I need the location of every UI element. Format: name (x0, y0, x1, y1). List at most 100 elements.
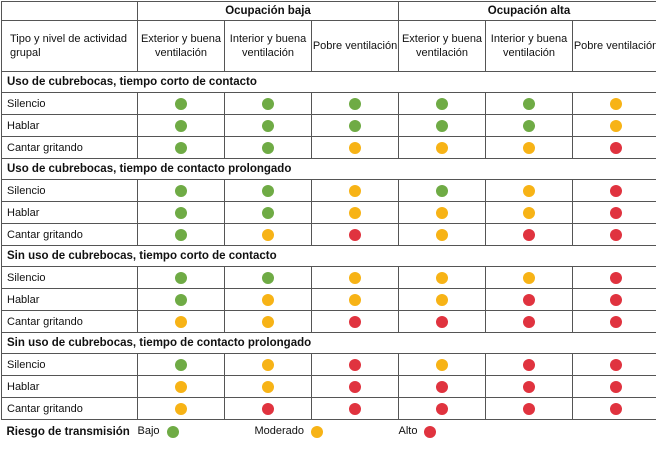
risk-dot-low-icon (262, 142, 274, 154)
risk-cell (486, 267, 573, 289)
risk-cell (312, 354, 399, 376)
risk-dot-moderate-icon (349, 294, 361, 306)
risk-dot-high-icon (436, 381, 448, 393)
risk-dot-high-icon (523, 316, 535, 328)
table-row: Silencio (2, 267, 656, 289)
risk-dot-moderate-icon (349, 207, 361, 219)
risk-cell (486, 376, 573, 398)
risk-cell (225, 202, 312, 224)
risk-cell (573, 115, 656, 137)
risk-dot-high-icon (523, 381, 535, 393)
risk-dot-moderate-icon (349, 185, 361, 197)
risk-cell (399, 267, 486, 289)
table-row: Silencio (2, 93, 656, 115)
risk-cell (486, 354, 573, 376)
risk-dot-moderate-icon (262, 359, 274, 371)
risk-dot-moderate-icon (610, 98, 622, 110)
risk-cell (225, 180, 312, 202)
risk-dot-high-icon (610, 316, 622, 328)
table-body: Uso de cubrebocas, tiempo corto de conta… (2, 72, 656, 420)
risk-dot-moderate-icon (436, 207, 448, 219)
risk-cell (399, 289, 486, 311)
risk-cell (225, 224, 312, 246)
risk-cell (573, 311, 656, 333)
risk-cell (138, 115, 225, 137)
legend-title: Riesgo de transmisión (2, 420, 138, 444)
table-row: Cantar gritando (2, 137, 656, 159)
risk-cell (138, 180, 225, 202)
risk-dot-moderate-icon (436, 272, 448, 284)
risk-dot-high-icon (610, 359, 622, 371)
risk-cell (312, 180, 399, 202)
risk-dot-high-icon (349, 316, 361, 328)
risk-dot-high-icon (610, 229, 622, 241)
risk-dot-low-icon (175, 359, 187, 371)
risk-dot-low-icon (523, 98, 535, 110)
risk-cell (399, 376, 486, 398)
risk-cell (225, 398, 312, 420)
activity-label: Silencio (2, 93, 138, 115)
risk-cell (312, 115, 399, 137)
risk-dot-low-icon (175, 294, 187, 306)
risk-cell (573, 137, 656, 159)
subcol-header: Pobre ventilación (573, 21, 656, 72)
subcol-header: Exterior y buena ventilación (138, 21, 225, 72)
risk-dot-moderate-icon (349, 142, 361, 154)
risk-cell (225, 115, 312, 137)
table-row: Cantar gritando (2, 311, 656, 333)
section-header-row: Uso de cubrebocas, tiempo de contacto pr… (2, 159, 656, 180)
risk-cell (312, 224, 399, 246)
legend-row: Riesgo de transmisión Bajo Moderado Alto (2, 420, 656, 444)
section-header-row: Sin uso de cubrebocas, tiempo corto de c… (2, 246, 656, 267)
activity-label: Cantar gritando (2, 398, 138, 420)
risk-cell (573, 93, 656, 115)
risk-cell (399, 224, 486, 246)
risk-cell (399, 354, 486, 376)
legend-label: Bajo (138, 425, 160, 437)
risk-dot-low-icon (175, 98, 187, 110)
risk-dot-high-icon (523, 294, 535, 306)
legend-label: Alto (399, 425, 418, 437)
risk-dot-moderate-icon (175, 316, 187, 328)
legend-item-moderate: Moderado (255, 425, 324, 437)
risk-cell (399, 311, 486, 333)
section-title: Sin uso de cubrebocas, tiempo corto de c… (2, 246, 656, 267)
risk-cell (312, 398, 399, 420)
risk-dot-high-icon (610, 272, 622, 284)
risk-dot-low-icon (436, 185, 448, 197)
risk-dot-moderate-icon (311, 426, 323, 438)
legend-cell: Moderado (225, 420, 399, 444)
risk-cell (225, 354, 312, 376)
risk-cell (138, 289, 225, 311)
risk-cell (486, 398, 573, 420)
risk-cell (312, 289, 399, 311)
risk-dot-low-icon (349, 98, 361, 110)
risk-dot-low-icon (175, 120, 187, 132)
risk-dot-moderate-icon (523, 272, 535, 284)
activity-label: Cantar gritando (2, 137, 138, 159)
table-row: Hablar (2, 289, 656, 311)
risk-cell (573, 202, 656, 224)
header-subcol-row: Tipo y nivel de actividad grupal Exterio… (2, 21, 656, 72)
section-title: Uso de cubrebocas, tiempo corto de conta… (2, 72, 656, 93)
risk-dot-high-icon (349, 403, 361, 415)
risk-dot-moderate-icon (262, 381, 274, 393)
risk-cell (486, 289, 573, 311)
risk-cell (486, 224, 573, 246)
risk-cell (573, 354, 656, 376)
legend-cell: Bajo (138, 420, 225, 444)
section-header-row: Uso de cubrebocas, tiempo corto de conta… (2, 72, 656, 93)
subcol-header: Interior y buena ventilación (225, 21, 312, 72)
subcol-header: Pobre ventilación (312, 21, 399, 72)
risk-cell (138, 93, 225, 115)
risk-cell (225, 376, 312, 398)
risk-cell (573, 376, 656, 398)
header-group-row: Ocupación baja Ocupación alta (2, 2, 656, 21)
risk-dot-high-icon (349, 229, 361, 241)
risk-cell (225, 311, 312, 333)
risk-dot-high-icon (349, 381, 361, 393)
risk-dot-high-icon (523, 229, 535, 241)
risk-dot-moderate-icon (610, 120, 622, 132)
risk-dot-moderate-icon (436, 359, 448, 371)
risk-cell (312, 311, 399, 333)
